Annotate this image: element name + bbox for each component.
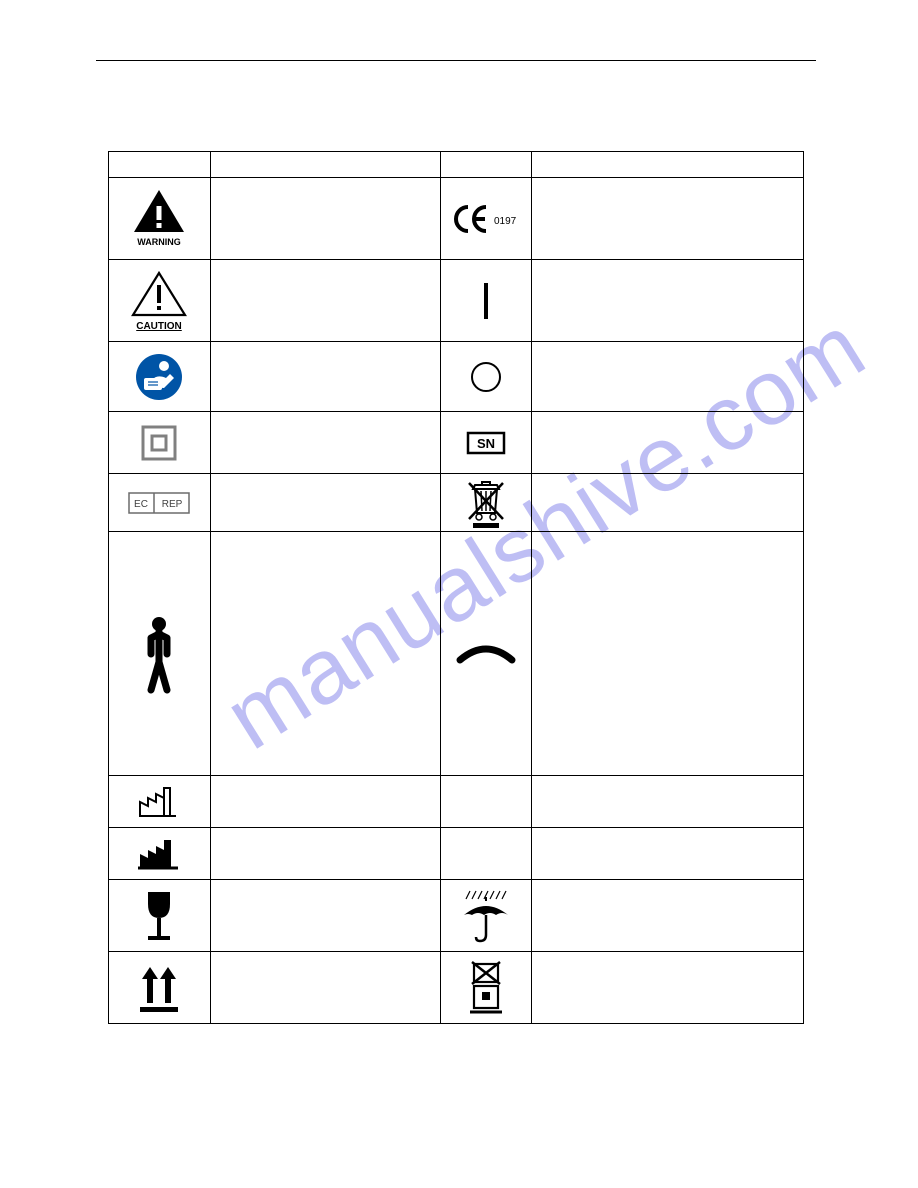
caution-icon: CAUTION bbox=[109, 269, 210, 333]
warning-label: WARNING bbox=[138, 237, 182, 247]
table-row: CAUTION bbox=[109, 260, 804, 342]
weee-icon bbox=[441, 477, 532, 529]
power-on-icon bbox=[441, 281, 532, 321]
ac-current-icon bbox=[441, 642, 532, 666]
header-desc-2 bbox=[532, 152, 804, 178]
table-row bbox=[109, 828, 804, 880]
table-row bbox=[109, 532, 804, 776]
ec-rep-icon: EC REP bbox=[109, 492, 210, 514]
warning-icon: WARNING bbox=[109, 188, 210, 250]
keep-dry-icon bbox=[441, 889, 532, 943]
header-rule bbox=[96, 60, 816, 61]
follow-instructions-icon bbox=[109, 352, 210, 402]
do-not-stack-icon bbox=[441, 960, 532, 1016]
manufacturer-icon bbox=[109, 836, 210, 872]
table-row bbox=[109, 880, 804, 952]
header-symbol-2 bbox=[440, 152, 532, 178]
ec-text: EC bbox=[135, 499, 149, 510]
rep-text: REP bbox=[162, 499, 183, 510]
ce-code: 0197 bbox=[494, 216, 517, 227]
type-b-applied-part-icon bbox=[109, 614, 210, 694]
header-symbol-1 bbox=[109, 152, 211, 178]
table-row bbox=[109, 952, 804, 1024]
symbols-table: WARNING 0197 bbox=[108, 151, 804, 1024]
header-desc-1 bbox=[210, 152, 440, 178]
table-row: EC REP bbox=[109, 474, 804, 532]
table-row: SN bbox=[109, 412, 804, 474]
fragile-icon bbox=[109, 888, 210, 944]
this-way-up-icon bbox=[109, 961, 210, 1015]
sn-text: SN bbox=[477, 436, 495, 451]
table-row bbox=[109, 342, 804, 412]
power-off-icon bbox=[441, 360, 532, 394]
caution-label: CAUTION bbox=[137, 321, 183, 332]
table-header-row bbox=[109, 152, 804, 178]
ce-mark-icon: 0197 bbox=[441, 204, 532, 234]
page-container: WARNING 0197 bbox=[96, 60, 816, 1024]
serial-number-icon: SN bbox=[441, 431, 532, 455]
table-row bbox=[109, 776, 804, 828]
table-row: WARNING 0197 bbox=[109, 178, 804, 260]
class-ii-icon bbox=[109, 423, 210, 463]
date-of-manufacture-icon bbox=[109, 784, 210, 820]
